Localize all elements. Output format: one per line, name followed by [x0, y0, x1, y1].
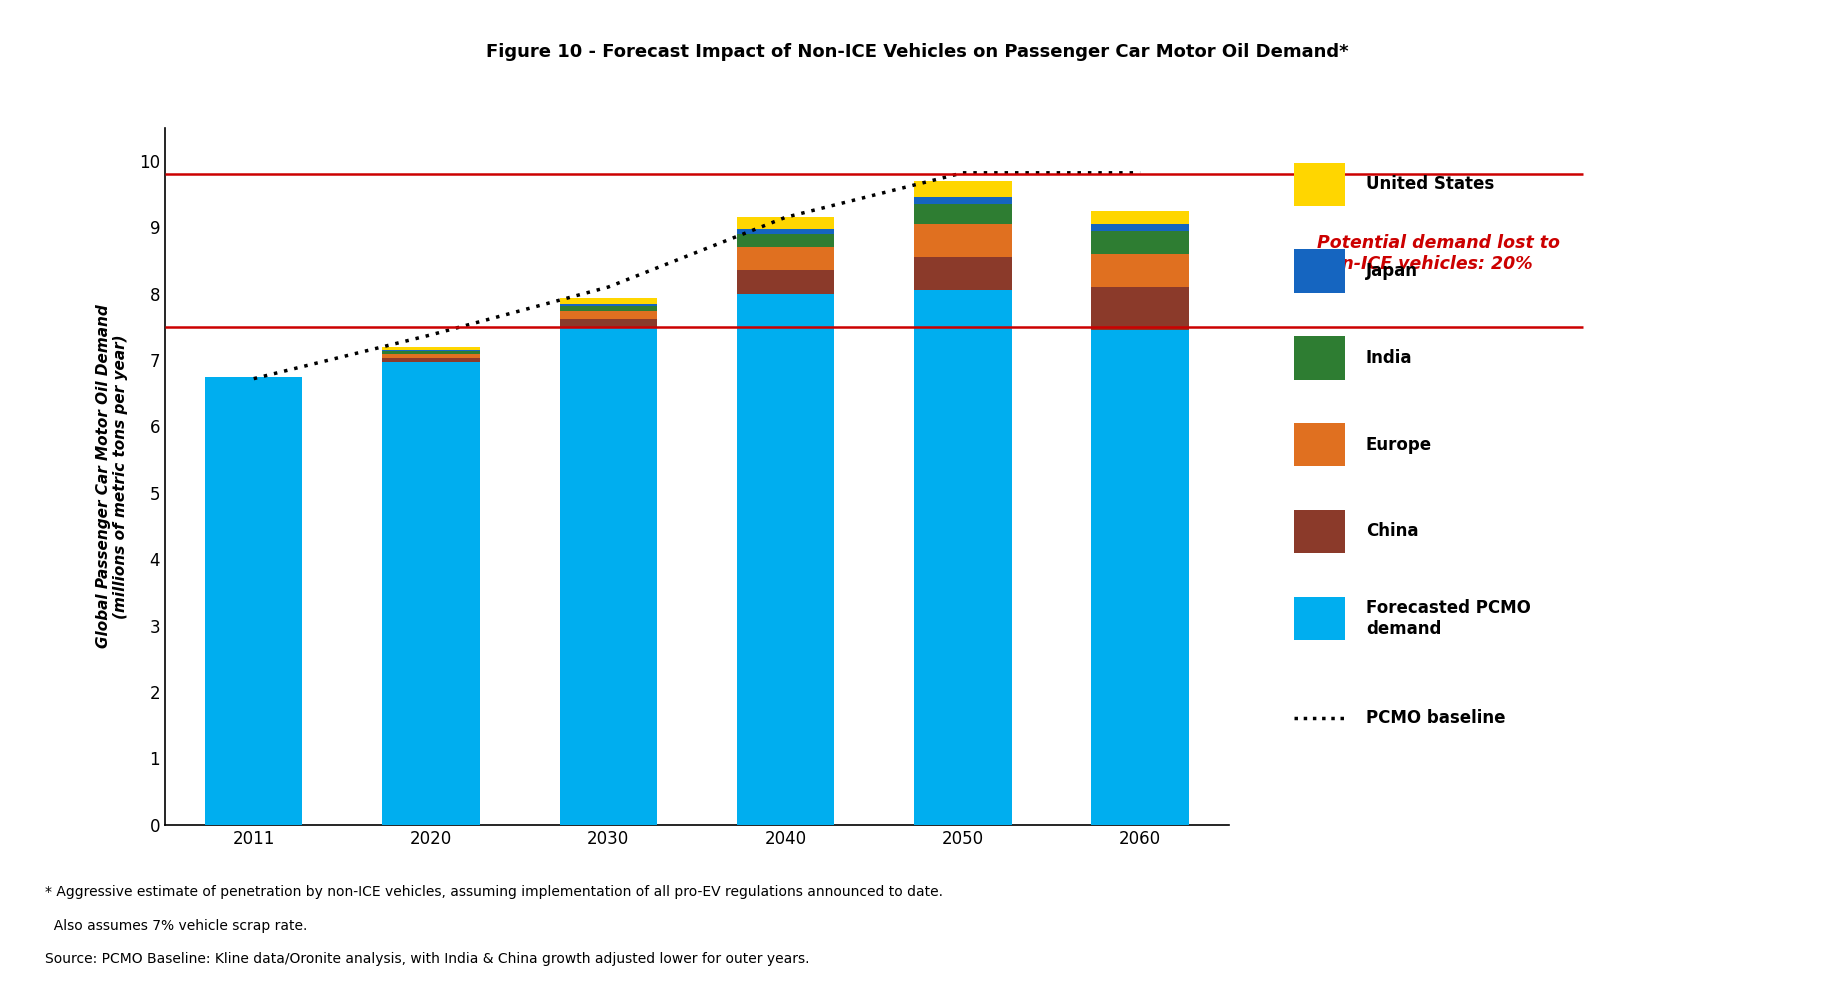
Bar — [737, 229, 834, 234]
Text: Potential demand lost to
non-ICE vehicles: 20%: Potential demand lost to non-ICE vehicle… — [1317, 235, 1561, 273]
Text: China: China — [1366, 522, 1418, 540]
Bar — [1091, 253, 1188, 287]
Text: Japan: Japan — [1366, 262, 1418, 280]
Bar — [737, 234, 834, 247]
Bar — [381, 352, 481, 355]
Bar — [913, 291, 1012, 825]
Bar — [559, 311, 657, 319]
Bar — [205, 377, 303, 825]
Bar — [381, 355, 481, 358]
Bar — [381, 362, 481, 825]
Text: India: India — [1366, 349, 1412, 367]
Bar — [381, 351, 481, 352]
Text: Forecasted PCMO
demand: Forecasted PCMO demand — [1366, 599, 1531, 637]
Y-axis label: Global Passenger Car Motor Oil Demand
(millions of metric tons per year): Global Passenger Car Motor Oil Demand (m… — [95, 304, 128, 648]
Text: * Aggressive estimate of penetration by non-ICE vehicles, assuming implementatio: * Aggressive estimate of penetration by … — [46, 885, 943, 899]
Bar — [381, 347, 481, 351]
Bar — [559, 299, 657, 304]
Text: Europe: Europe — [1366, 436, 1432, 454]
Bar — [1295, 249, 1346, 293]
Bar — [913, 181, 1012, 197]
Text: PCMO baseline: PCMO baseline — [1366, 709, 1506, 728]
Bar — [1295, 510, 1346, 553]
Bar — [559, 327, 657, 825]
Bar — [737, 294, 834, 825]
Bar — [381, 358, 481, 362]
Bar — [559, 304, 657, 306]
Bar — [913, 257, 1012, 291]
Bar — [1295, 162, 1346, 206]
Bar — [737, 270, 834, 294]
Bar — [1295, 596, 1346, 640]
Text: Source: PCMO Baseline: Kline data/Oronite analysis, with India & China growth ad: Source: PCMO Baseline: Kline data/Oronit… — [46, 952, 811, 965]
Bar — [913, 224, 1012, 257]
Bar — [1091, 231, 1188, 253]
Bar — [1295, 423, 1346, 466]
Bar — [559, 306, 657, 311]
Bar — [737, 247, 834, 270]
Text: Figure 10 - Forecast Impact of Non-ICE Vehicles on Passenger Car Motor Oil Deman: Figure 10 - Forecast Impact of Non-ICE V… — [486, 42, 1348, 61]
Bar — [1091, 330, 1188, 825]
Bar — [1091, 211, 1188, 224]
Bar — [913, 197, 1012, 204]
Bar — [737, 217, 834, 229]
Bar — [559, 319, 657, 327]
Text: Also assumes 7% vehicle scrap rate.: Also assumes 7% vehicle scrap rate. — [46, 918, 308, 933]
Bar — [913, 204, 1012, 224]
Bar — [1091, 224, 1188, 231]
Bar — [1295, 336, 1346, 379]
Bar — [1091, 287, 1188, 330]
Text: United States: United States — [1366, 175, 1495, 193]
